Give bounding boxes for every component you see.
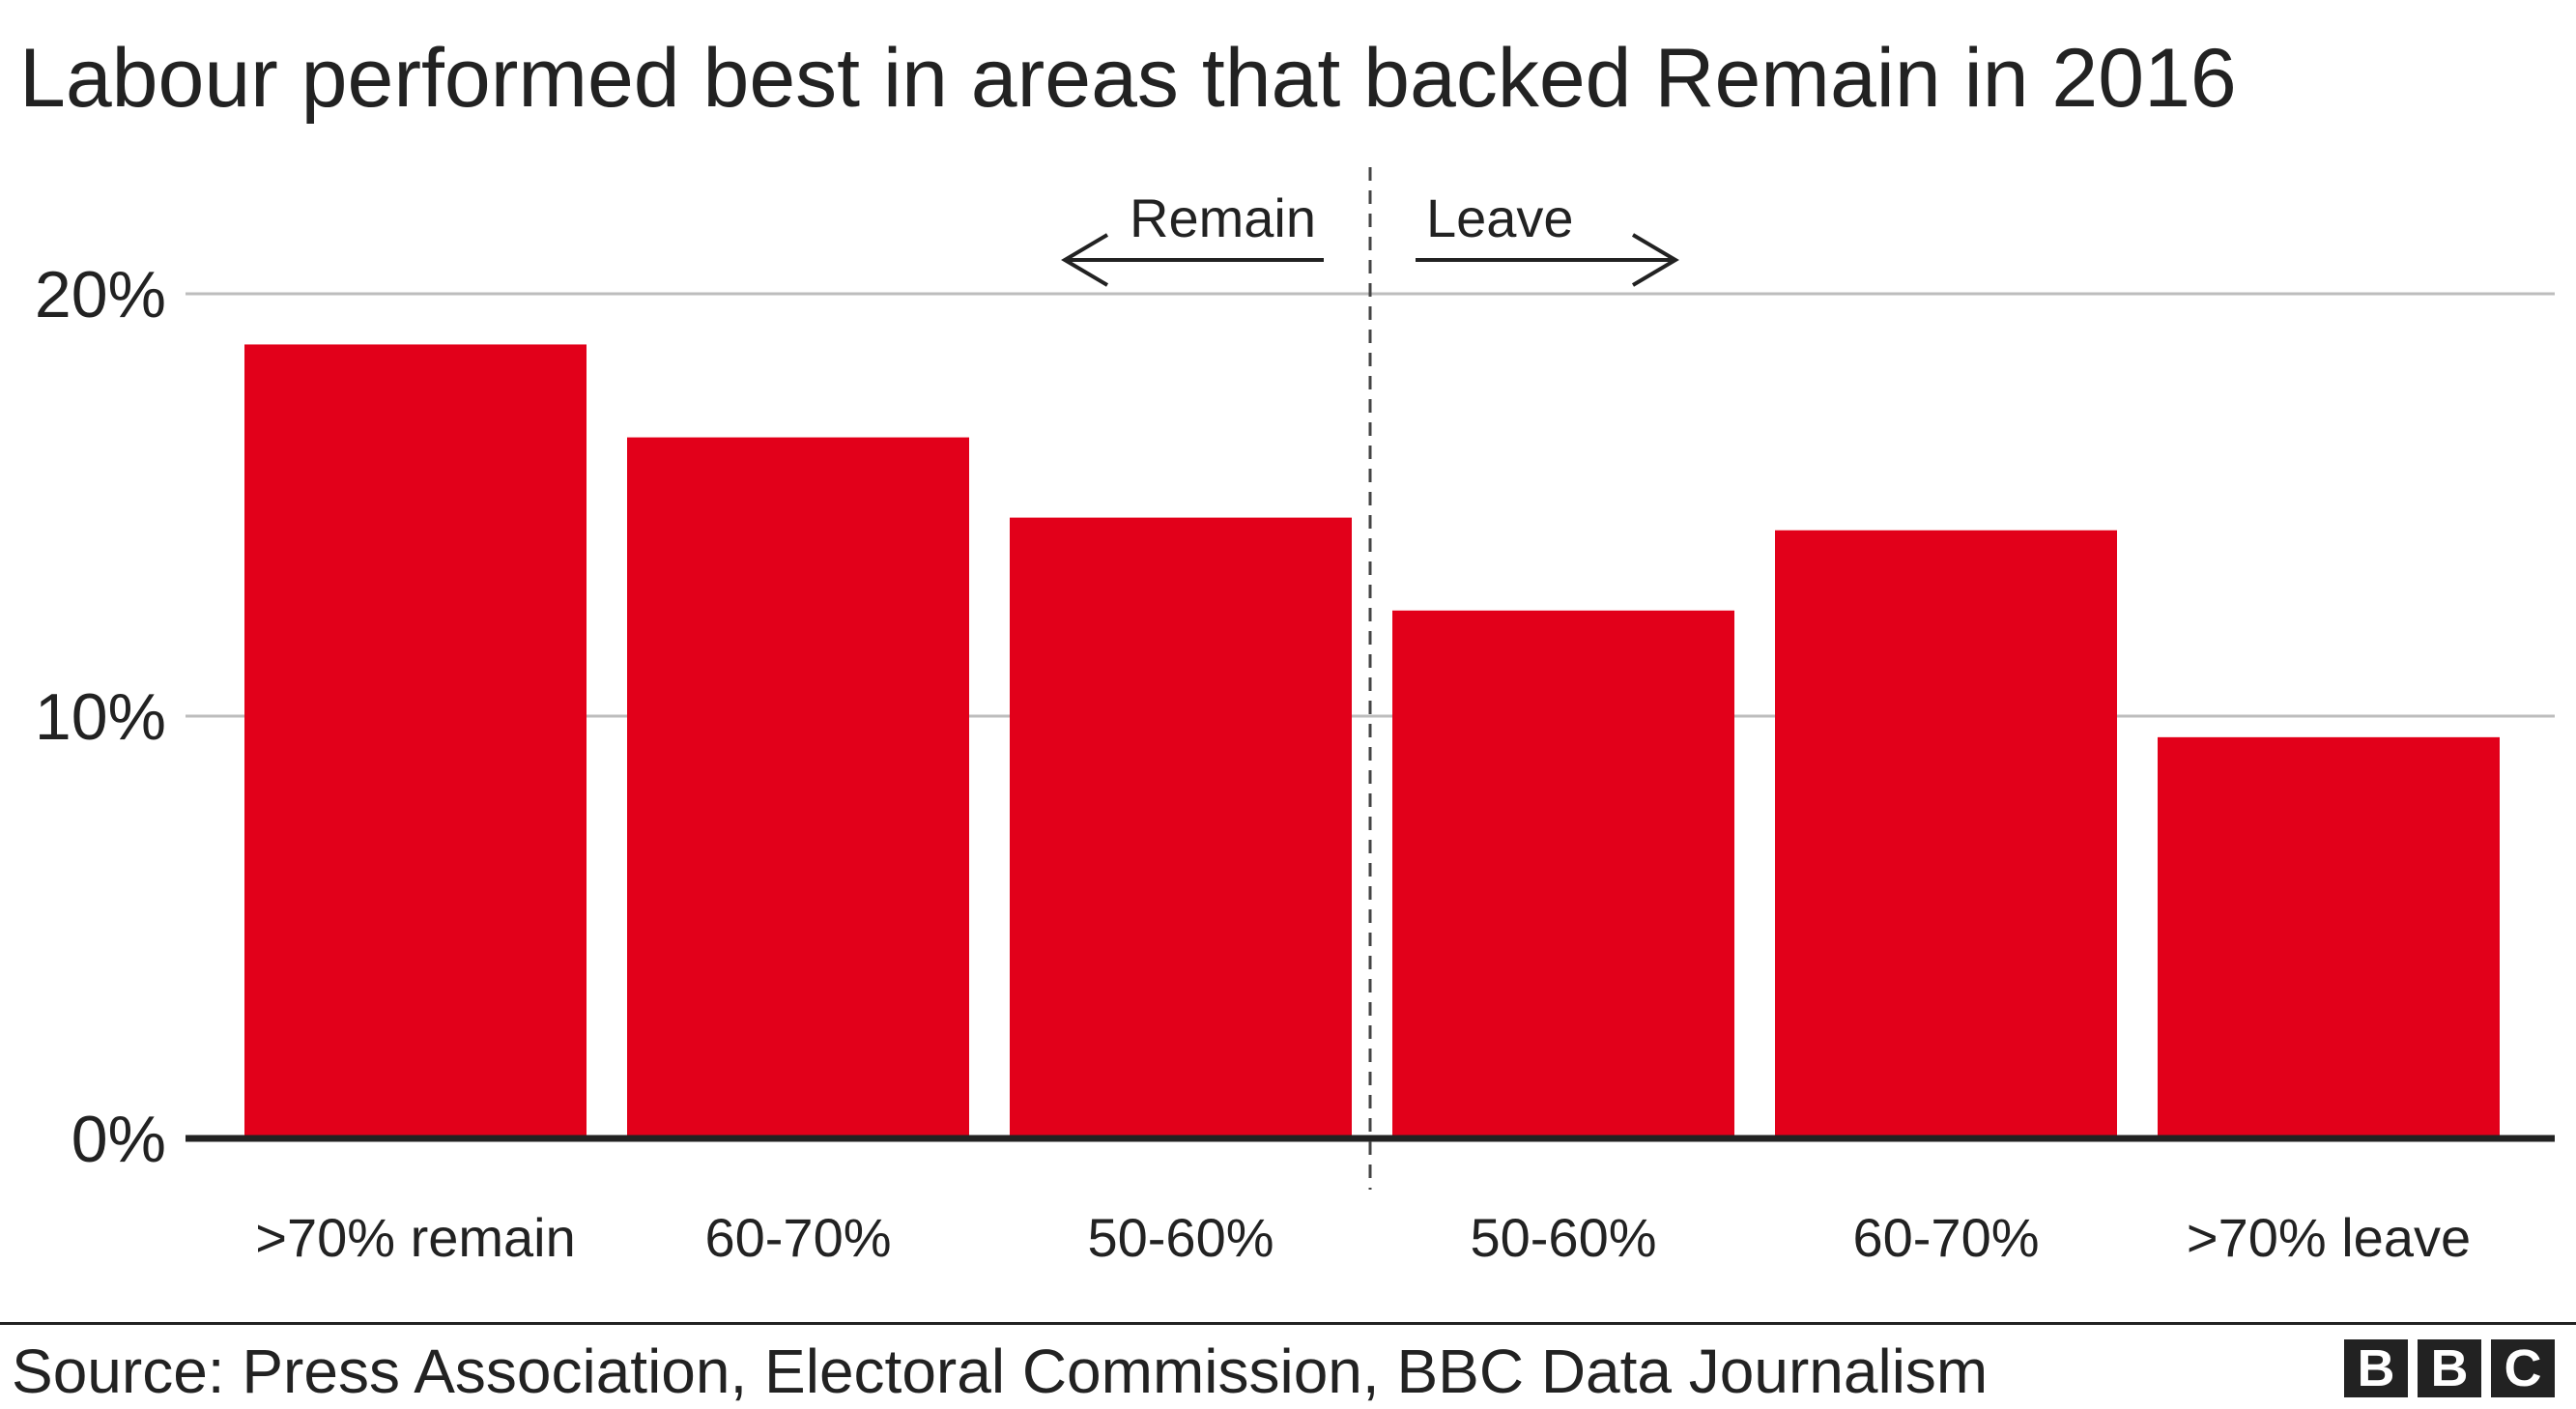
x-tick-label: >70% remain [255,1207,576,1268]
bbc-logo: B B C [2344,1339,2555,1397]
y-tick-label: 20% [35,258,166,331]
bbc-logo-letter: C [2491,1339,2555,1397]
x-tick-label: >70% leave [2187,1207,2471,1268]
arrow-left-icon [1061,233,1324,287]
x-tick-label: 60-70% [1852,1207,2039,1268]
bar [1392,610,1734,1138]
x-tick-label: 50-60% [1470,1207,1656,1268]
arrow-right-icon [1416,233,1679,287]
y-tick-label: 10% [35,680,166,754]
bar [244,344,587,1138]
bar [1010,517,1352,1138]
source-note: Source: Press Association, Electoral Com… [12,1337,1989,1406]
leave-label: Leave [1426,187,1574,248]
y-tick-label: 0% [72,1103,166,1176]
bbc-logo-letter: B [2418,1339,2481,1397]
remain-label: Remain [1130,187,1316,248]
bbc-logo-letter: B [2344,1339,2408,1397]
x-tick-label: 50-60% [1087,1207,1274,1268]
bar [2158,736,2500,1138]
chart-title: Labour performed best in areas that back… [19,32,2237,125]
x-tick-label: 60-70% [704,1207,891,1268]
footer-divider [0,1322,2576,1325]
bar [627,437,969,1139]
bar [1775,530,2117,1138]
